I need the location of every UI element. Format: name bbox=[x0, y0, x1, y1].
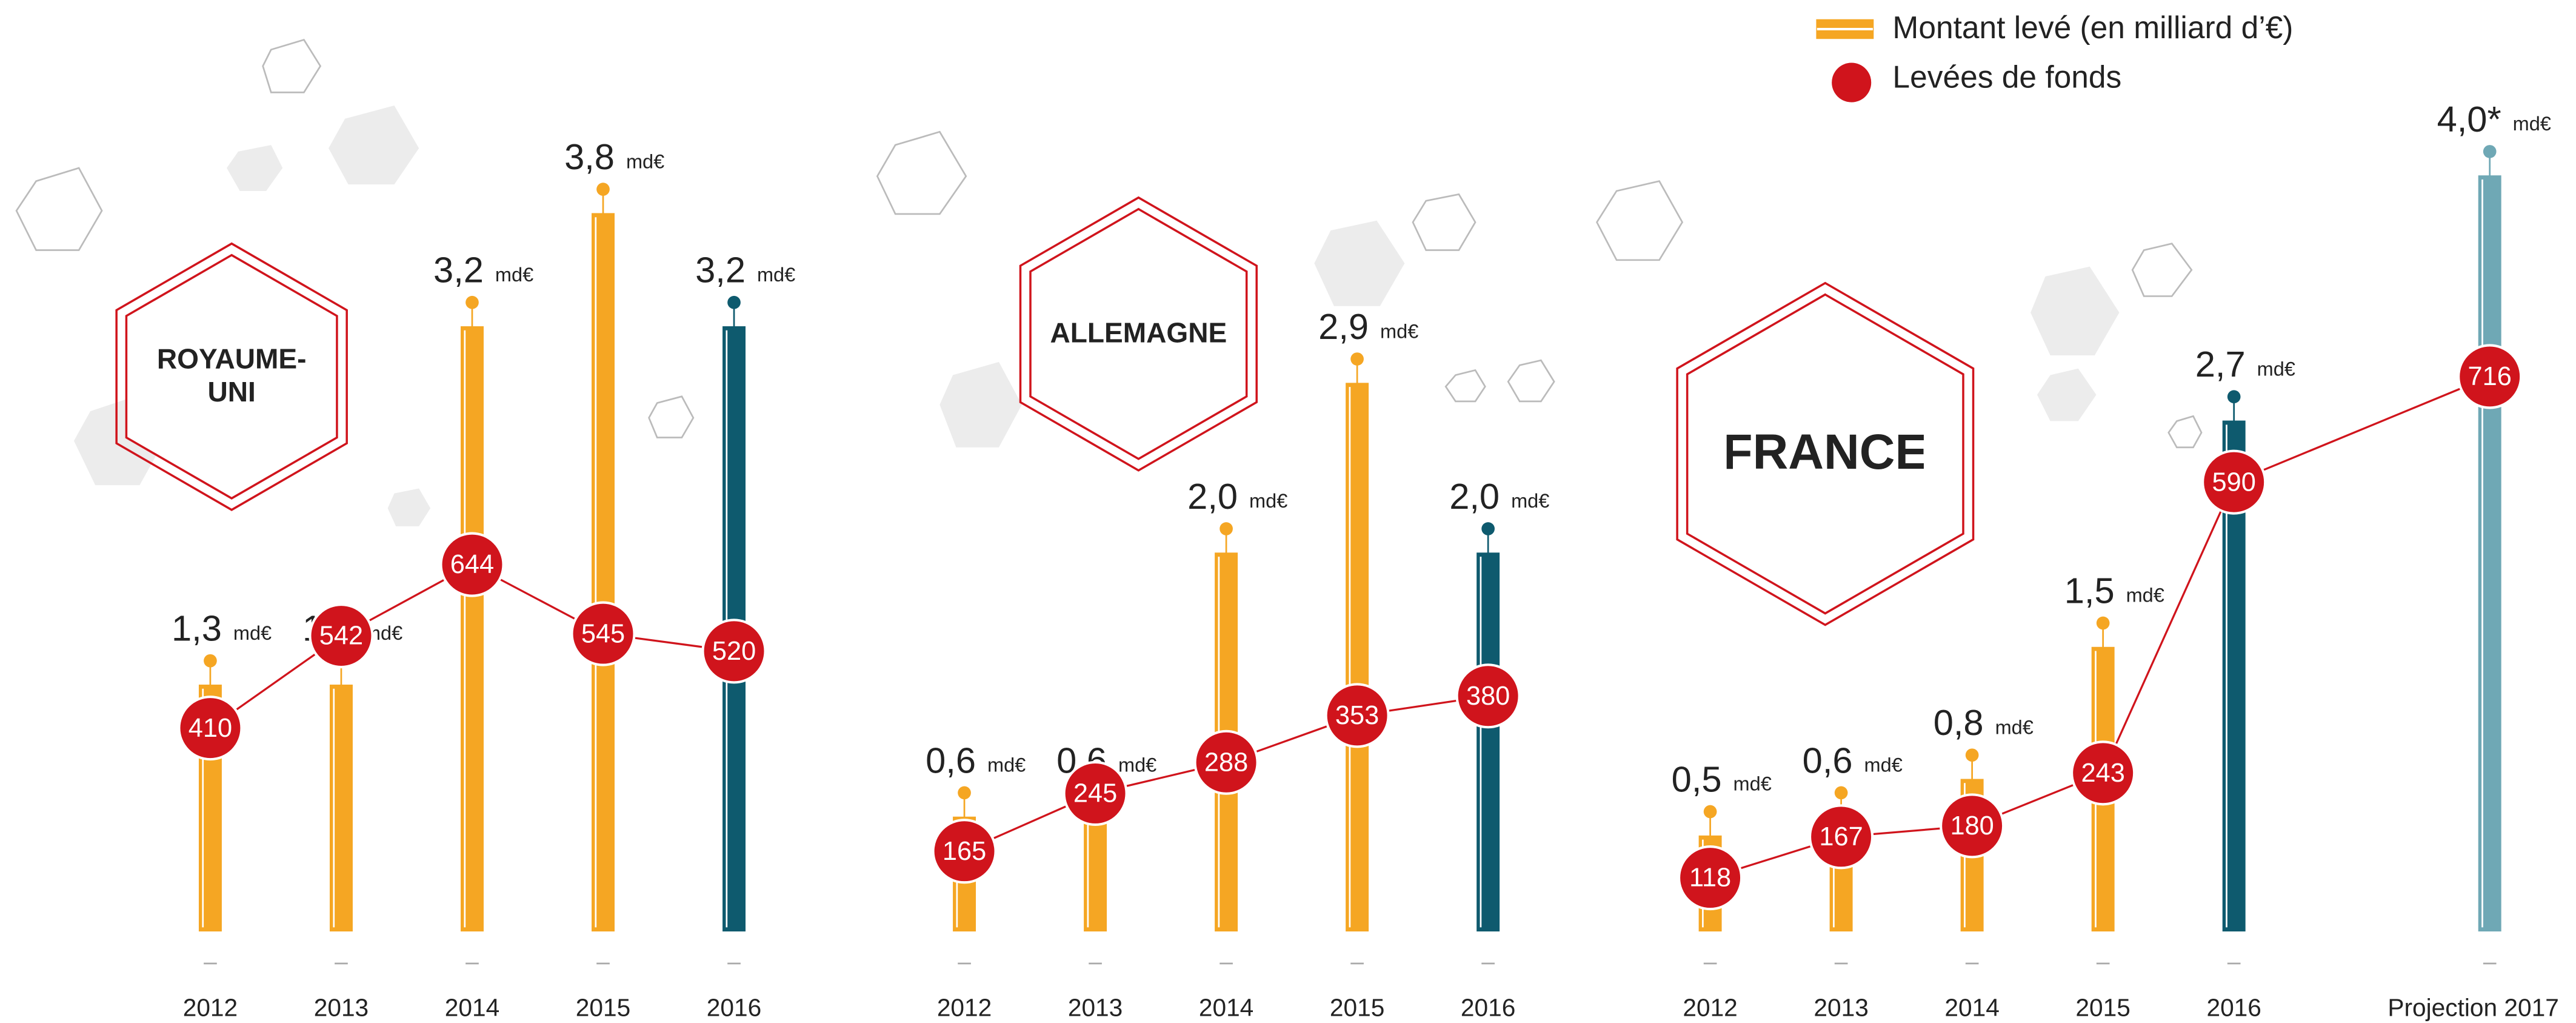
value-unit: md€ bbox=[2513, 113, 2551, 135]
value-label: 1,3 bbox=[172, 608, 222, 649]
bar-cap bbox=[1835, 787, 1848, 800]
bar-cap bbox=[2097, 617, 2110, 630]
x-tick-label: 2013 bbox=[314, 994, 369, 1022]
bar-cap bbox=[596, 183, 610, 196]
x-tick-label: 2014 bbox=[1944, 994, 1999, 1022]
chart-title: ROYAUME-UNI bbox=[150, 311, 314, 443]
bar-cap bbox=[465, 296, 479, 309]
x-tick-label: 2013 bbox=[1814, 994, 1868, 1022]
value-label: 2,9 bbox=[1318, 306, 1369, 347]
x-tick-label: 2015 bbox=[2075, 994, 2130, 1022]
value-unit: md€ bbox=[757, 264, 795, 286]
bar-cap bbox=[1966, 748, 1979, 762]
value-label: 3,2 bbox=[433, 250, 484, 290]
chart-title: ALLEMAGNE bbox=[1056, 268, 1221, 400]
point-label: 243 bbox=[2081, 759, 2124, 788]
x-tick-label: 2015 bbox=[1330, 994, 1384, 1022]
value-label: 2,0 bbox=[1449, 476, 1500, 517]
value-unit: md€ bbox=[1995, 716, 2034, 738]
x-tick-label: 2012 bbox=[937, 994, 992, 1022]
bar-cap bbox=[958, 787, 971, 800]
value-unit: md€ bbox=[1118, 754, 1156, 776]
point-label: 380 bbox=[1466, 682, 1510, 711]
bar-cap bbox=[1220, 522, 1233, 535]
bar-cap bbox=[1481, 522, 1495, 535]
value-unit: md€ bbox=[1864, 754, 1903, 776]
point-label: 167 bbox=[1819, 822, 1863, 851]
value-unit: md€ bbox=[1380, 320, 1418, 342]
value-unit: md€ bbox=[1249, 490, 1287, 512]
value-label: 2,7 bbox=[2195, 344, 2246, 384]
x-tick-label: 2016 bbox=[707, 994, 761, 1022]
bar-cap bbox=[1350, 352, 1364, 366]
value-label: 1,5 bbox=[2064, 570, 2115, 611]
x-tick-label: 2014 bbox=[445, 994, 499, 1022]
page: Montant levé (en milliard d’€) Levées de… bbox=[0, 0, 2576, 1023]
point-label: 245 bbox=[1073, 779, 1117, 808]
value-label: 3,8 bbox=[564, 136, 615, 177]
value-label: 0,6 bbox=[1803, 740, 1853, 780]
x-tick-label: 2012 bbox=[183, 994, 238, 1022]
bar-cap bbox=[2227, 390, 2241, 403]
value-unit: md€ bbox=[233, 622, 272, 644]
bar-cap bbox=[2483, 145, 2497, 158]
value-unit: md€ bbox=[626, 150, 664, 172]
chart-title: FRANCE bbox=[1743, 388, 1907, 520]
point-label: 644 bbox=[450, 550, 494, 579]
point-label: 353 bbox=[1335, 701, 1379, 730]
value-label: 2,0 bbox=[1187, 476, 1238, 517]
x-tick-label: 2016 bbox=[1461, 994, 1515, 1022]
x-tick-label: 2016 bbox=[2206, 994, 2261, 1022]
point-label: 716 bbox=[2468, 362, 2512, 391]
value-label: 0,5 bbox=[1672, 759, 1722, 799]
point-label: 590 bbox=[2212, 468, 2256, 497]
chart: Montant levé (en milliard d’€) Levées de… bbox=[0, 0, 2576, 1023]
point-label: 118 bbox=[1689, 864, 1731, 893]
bar-cap bbox=[204, 654, 217, 668]
title-box: FRANCE bbox=[1727, 388, 1924, 520]
value-unit: md€ bbox=[2126, 585, 2164, 606]
point-label: 288 bbox=[1204, 748, 1248, 777]
title-box: ALLEMAGNE bbox=[1040, 268, 1237, 400]
value-label: 0,8 bbox=[1934, 702, 1984, 743]
point-label: 410 bbox=[189, 714, 232, 743]
value-label: 4,0* bbox=[2437, 99, 2501, 139]
point-label: 180 bbox=[1950, 811, 1994, 840]
legend-swatch bbox=[1832, 63, 1871, 102]
legend: Montant levé (en milliard d’€) Levées de… bbox=[1817, 10, 2294, 102]
bar-cap bbox=[1704, 805, 1717, 819]
point-label: 542 bbox=[319, 622, 363, 651]
legend-label: Montant levé (en milliard d’€) bbox=[1892, 10, 2293, 45]
x-tick-label: 2012 bbox=[1683, 994, 1737, 1022]
point-label: 520 bbox=[712, 637, 756, 666]
legend-label: Levées de fonds bbox=[1892, 59, 2121, 94]
value-unit: md€ bbox=[1733, 773, 1772, 795]
x-tick-label: Projection 2017 bbox=[2387, 994, 2558, 1022]
value-unit: md€ bbox=[987, 754, 1026, 776]
x-tick-label: 2015 bbox=[576, 994, 630, 1022]
title-box: ROYAUME-UNI bbox=[133, 311, 330, 443]
value-unit: md€ bbox=[495, 264, 533, 286]
value-unit: md€ bbox=[2257, 358, 2295, 380]
x-tick-label: 2014 bbox=[1199, 994, 1253, 1022]
x-tick-label: 2013 bbox=[1068, 994, 1123, 1022]
value-unit: md€ bbox=[1511, 490, 1549, 512]
point-label: 165 bbox=[943, 837, 986, 866]
point-label: 545 bbox=[581, 619, 625, 648]
bar-cap bbox=[727, 296, 741, 309]
value-label: 0,6 bbox=[926, 740, 976, 780]
value-label: 3,2 bbox=[695, 250, 746, 290]
